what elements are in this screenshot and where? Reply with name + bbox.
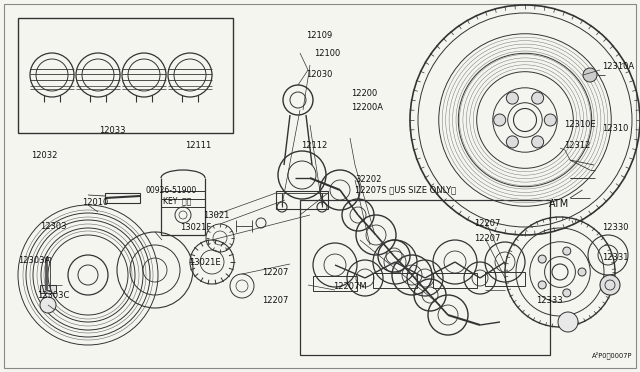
Circle shape xyxy=(578,268,586,276)
Text: 12207: 12207 xyxy=(474,219,500,228)
Bar xyxy=(313,276,357,291)
Text: 12207: 12207 xyxy=(262,268,289,277)
Bar xyxy=(485,272,525,286)
Text: 12207: 12207 xyxy=(262,296,289,305)
Circle shape xyxy=(506,136,518,148)
Circle shape xyxy=(538,255,546,263)
Circle shape xyxy=(40,297,56,313)
Text: 32202: 32202 xyxy=(355,175,381,184)
Text: 12330: 12330 xyxy=(602,223,628,232)
Text: A²P0）0007P: A²P0）0007P xyxy=(592,352,632,359)
Circle shape xyxy=(558,312,578,332)
Text: 00926-51900: 00926-51900 xyxy=(145,186,196,195)
Text: 12207S （US SIZE ONLY）: 12207S （US SIZE ONLY） xyxy=(355,185,456,194)
Text: 13021F: 13021F xyxy=(180,223,212,232)
Text: 12033: 12033 xyxy=(99,126,125,135)
Bar xyxy=(300,200,550,355)
Text: KEY  キー: KEY キー xyxy=(163,196,191,205)
Text: 12112: 12112 xyxy=(301,141,327,150)
Bar xyxy=(18,18,233,133)
Circle shape xyxy=(563,247,571,255)
Text: 12200: 12200 xyxy=(351,89,377,98)
Text: 12030: 12030 xyxy=(306,70,332,79)
Text: 12310E: 12310E xyxy=(564,120,596,129)
Text: 12207M: 12207M xyxy=(333,282,367,291)
Text: 12010: 12010 xyxy=(81,198,108,207)
Text: 13021E: 13021E xyxy=(189,258,221,267)
Text: 12109: 12109 xyxy=(306,31,332,40)
Bar xyxy=(373,273,417,288)
Circle shape xyxy=(600,275,620,295)
Text: 12333: 12333 xyxy=(536,296,563,305)
Text: 12310: 12310 xyxy=(602,124,628,133)
Circle shape xyxy=(583,68,597,82)
Text: 12207: 12207 xyxy=(474,234,500,243)
Text: 12303: 12303 xyxy=(40,222,66,231)
Text: 12100: 12100 xyxy=(314,49,340,58)
Bar xyxy=(40,285,56,293)
Circle shape xyxy=(506,92,518,104)
Circle shape xyxy=(563,289,571,297)
Text: 12200A: 12200A xyxy=(351,103,383,112)
Text: 12312: 12312 xyxy=(564,141,591,150)
Text: ATM: ATM xyxy=(549,199,570,209)
Circle shape xyxy=(538,281,546,289)
Text: 12331: 12331 xyxy=(602,253,628,262)
Text: 12303A: 12303A xyxy=(18,256,50,265)
Circle shape xyxy=(493,114,506,126)
Text: 12303C: 12303C xyxy=(37,291,70,300)
Bar xyxy=(433,273,477,288)
Bar xyxy=(276,191,328,209)
Text: 13021: 13021 xyxy=(204,211,230,220)
Text: 12310A: 12310A xyxy=(602,62,634,71)
Bar xyxy=(105,193,140,203)
Circle shape xyxy=(532,92,543,104)
Text: 12032: 12032 xyxy=(31,151,57,160)
Circle shape xyxy=(544,114,556,126)
Text: 12111: 12111 xyxy=(185,141,211,150)
Circle shape xyxy=(532,136,543,148)
